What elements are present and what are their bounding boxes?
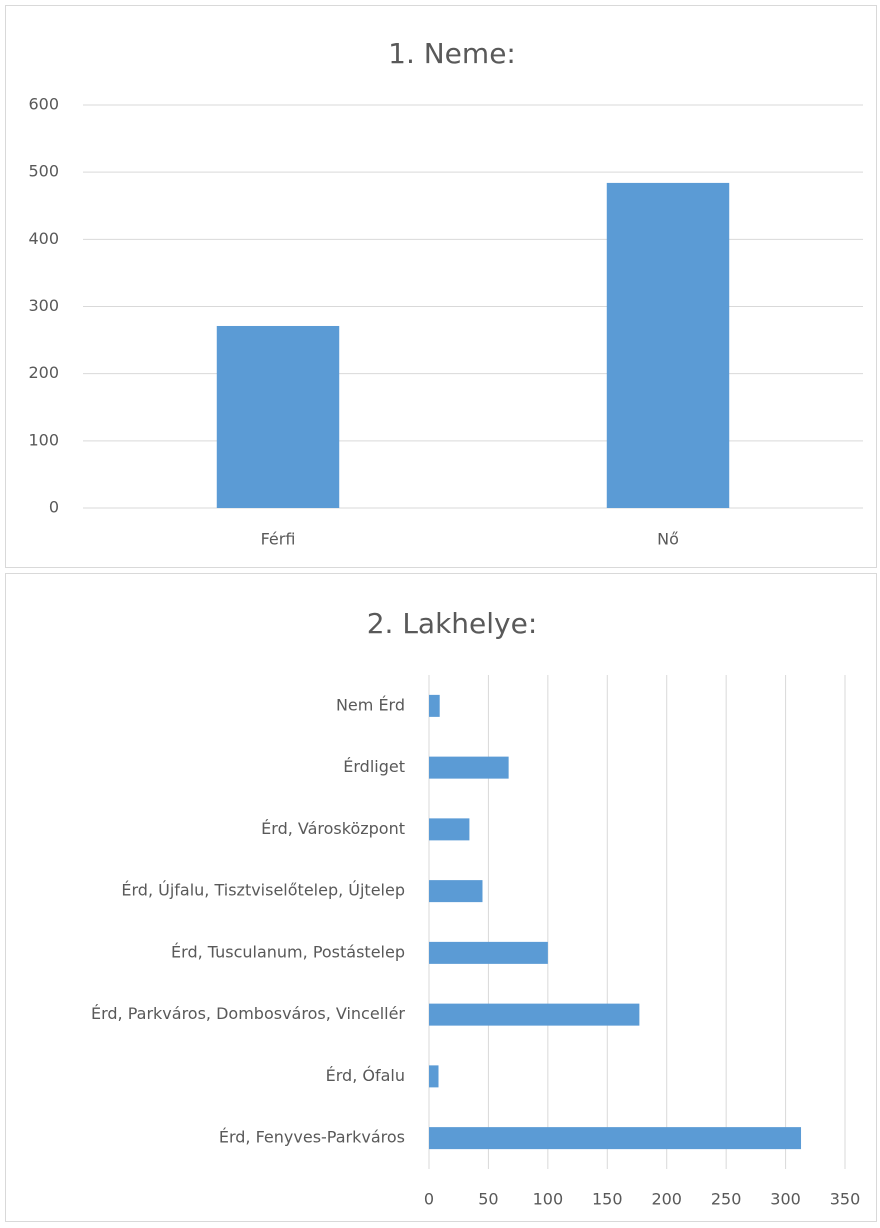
x-tick-label: 300 <box>770 1190 801 1209</box>
bar <box>606 182 730 508</box>
y-tick-label: 200 <box>28 363 59 382</box>
y-tick-label: 600 <box>28 95 59 114</box>
x-tick-label: Férfi <box>261 530 296 549</box>
y-tick-label: Nem Érd <box>336 695 405 714</box>
bar <box>429 756 509 779</box>
y-tick-label: 400 <box>28 229 59 248</box>
y-tick-label: Érd, Tusculanum, Postástelep <box>171 942 405 961</box>
x-tick-label: 200 <box>651 1190 682 1209</box>
bar <box>429 1003 640 1026</box>
chart-title: 2. Lakhelye: <box>367 607 538 640</box>
chart-frame <box>5 5 877 568</box>
bar <box>216 325 340 508</box>
bar <box>429 1065 439 1088</box>
x-tick-label: 100 <box>533 1190 564 1209</box>
y-tick-label: Érd, Parkváros, Dombosváros, Vincellér <box>91 1004 405 1023</box>
y-tick-label: 100 <box>28 430 59 449</box>
y-tick-label: Érd, Fenyves-Parkváros <box>219 1128 405 1147</box>
x-tick-label: Nő <box>657 530 679 549</box>
bar <box>429 818 470 841</box>
bar <box>429 941 548 964</box>
y-tick-label: 0 <box>49 498 59 517</box>
chart-title: 1. Neme: <box>388 37 516 70</box>
bar <box>429 880 483 903</box>
y-tick-label: Érd, Ófalu <box>326 1066 405 1085</box>
x-tick-label: 150 <box>592 1190 623 1209</box>
y-tick-label: Érdliget <box>343 757 405 776</box>
y-tick-label: Érd, Városközpont <box>261 819 405 838</box>
y-tick-label: 500 <box>28 162 59 181</box>
x-tick-label: 250 <box>711 1190 742 1209</box>
x-tick-label: 50 <box>478 1190 498 1209</box>
y-tick-label: 300 <box>28 296 59 315</box>
bar <box>429 1127 802 1150</box>
y-tick-label: Érd, Újfalu, Tisztviselőtelep, Újtelep <box>121 881 405 900</box>
x-tick-label: 0 <box>424 1190 434 1209</box>
x-tick-label: 350 <box>830 1190 861 1209</box>
bar <box>429 694 440 717</box>
